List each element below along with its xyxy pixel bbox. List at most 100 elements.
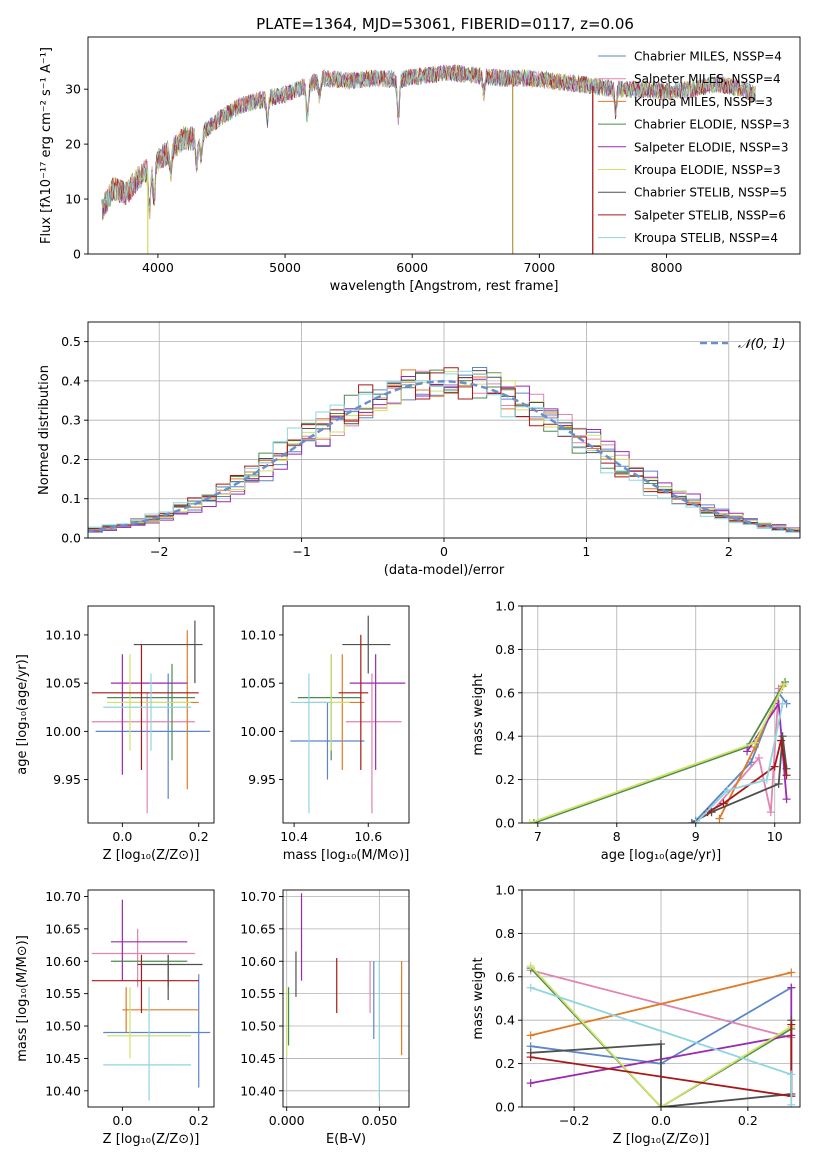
y-axis-label: mass weight bbox=[471, 957, 486, 1039]
spectrum-line bbox=[101, 64, 756, 216]
y-tick-label: 9.95 bbox=[248, 772, 276, 787]
y-tick-label: 0 bbox=[73, 247, 81, 262]
axes-frame bbox=[87, 36, 801, 255]
y-tick-label: 10.00 bbox=[45, 724, 81, 739]
x-axis-label: Z [log₁₀(Z/Z⊙)] bbox=[103, 1132, 200, 1147]
legend-label: Chabrier STELIB, NSSP=5 bbox=[634, 186, 787, 200]
y-tick-label: 0.8 bbox=[495, 642, 515, 657]
legend-label: Salpeter ELODIE, NSSP=3 bbox=[634, 140, 789, 154]
axes-frame bbox=[87, 889, 215, 1108]
y-tick-label: 10.40 bbox=[240, 1083, 276, 1098]
y-tick-label: 0.6 bbox=[495, 969, 515, 984]
x-tick-label: 10.6 bbox=[354, 829, 382, 844]
x-axis-label: Z [log₁₀(Z/Z⊙)] bbox=[103, 848, 200, 863]
panel-massweight-vs-Z: −0.2 0.0 0.2 0.0 0.2 0.4 0.6 0.8 1.0 Z [log₁₀(Z/Z… bbox=[471, 883, 801, 1147]
y-tick-label: 0.0 bbox=[61, 531, 81, 546]
y-tick-label: 10.50 bbox=[45, 1019, 81, 1034]
x-tick-label: 9 bbox=[692, 829, 700, 844]
legend-label: Kroupa STELIB, NSSP=4 bbox=[634, 231, 778, 245]
x-tick-label: 0.0 bbox=[651, 1113, 671, 1128]
legend-label: Salpeter MILES, NSSP=4 bbox=[634, 72, 781, 86]
x-tick-label: −0.2 bbox=[559, 1113, 589, 1128]
x-tick-label: 0 bbox=[440, 544, 448, 559]
y-tick-label: 0.2 bbox=[495, 772, 515, 787]
y-tick-label: 10.00 bbox=[240, 724, 276, 739]
spectrum-line bbox=[101, 64, 756, 221]
x-axis-label: age [log₁₀(age/yr)] bbox=[601, 848, 722, 863]
y-tick-label: 10.70 bbox=[45, 889, 81, 904]
y-tick-label: 0.5 bbox=[61, 334, 81, 349]
y-tick-label: 20 bbox=[65, 137, 81, 152]
panel-mass-vs-ebv: 0.000 0.050 10.40 10.45 10.50 10.55 10.60 10.65… bbox=[240, 889, 410, 1147]
legend-label: 𝒩(0, 1) bbox=[738, 337, 785, 352]
plot-area bbox=[525, 677, 791, 823]
axes-frame bbox=[521, 605, 801, 824]
x-tick-label: 0.2 bbox=[189, 1113, 209, 1128]
y-tick-label: 10.60 bbox=[240, 954, 276, 969]
y-tick-label: 10.45 bbox=[45, 1051, 81, 1066]
y-tick-label: 10.50 bbox=[240, 1019, 276, 1034]
x-axis-label: (data-model)/error bbox=[384, 563, 505, 578]
x-tick-label: 0.2 bbox=[738, 1113, 758, 1128]
y-tick-label: 10.55 bbox=[240, 986, 276, 1001]
panel-massweight-vs-age: 7 8 9 10 0.0 0.2 0.4 0.6 0.8 1.0 age [log₁₀(age/yr… bbox=[471, 599, 801, 863]
legend-label: Kroupa ELODIE, NSSP=3 bbox=[634, 163, 781, 177]
weight-line bbox=[530, 967, 792, 1107]
plot-area bbox=[91, 620, 211, 814]
y-tick-label: 0.1 bbox=[61, 491, 81, 506]
panel-age-vs-Z: 0.0 0.2 9.95 10.00 10.05 10.10 Z [log₁₀(Z/Z⊙)]… bbox=[15, 605, 215, 863]
axes-frame bbox=[282, 605, 410, 824]
y-tick-label: 9.95 bbox=[53, 772, 81, 787]
panel-spectrum: 4000 5000 6000 7000 8000 0 10 20 30 wavelength [A… bbox=[39, 36, 801, 294]
normal-curve bbox=[88, 380, 800, 533]
y-tick-label: 0.2 bbox=[495, 1056, 515, 1071]
legend-label: Kroupa MILES, NSSP=3 bbox=[634, 95, 773, 109]
y-tick-label: 10.05 bbox=[240, 676, 276, 691]
x-tick-label: 5000 bbox=[269, 260, 301, 275]
plot-area bbox=[526, 961, 796, 1107]
panel-mass-vs-Z: 0.0 0.2 10.40 10.45 10.50 10.55 10.60 10.65 10.7… bbox=[15, 889, 215, 1147]
y-tick-label: 10.40 bbox=[45, 1083, 81, 1098]
x-axis-label: mass [log₁₀(M/M⊙)] bbox=[283, 848, 410, 863]
y-tick-label: 0.0 bbox=[495, 816, 515, 831]
axes-frame bbox=[282, 889, 410, 1108]
plot-area bbox=[88, 366, 800, 534]
x-tick-label: 1 bbox=[582, 544, 590, 559]
y-tick-label: 10.65 bbox=[240, 921, 276, 936]
plot-area bbox=[286, 893, 403, 1101]
x-tick-label: −2 bbox=[150, 544, 168, 559]
y-tick-label: 10.65 bbox=[45, 921, 81, 936]
x-tick-label: −1 bbox=[292, 544, 310, 559]
x-tick-label: 10.4 bbox=[280, 829, 308, 844]
y-tick-label: 0.4 bbox=[495, 1013, 515, 1028]
x-tick-label: 6000 bbox=[396, 260, 428, 275]
weight-line bbox=[695, 703, 784, 823]
y-tick-label: 10.55 bbox=[45, 986, 81, 1001]
legend-label: Salpeter STELIB, NSSP=6 bbox=[634, 208, 786, 222]
y-tick-label: 10.60 bbox=[45, 954, 81, 969]
x-tick-label: 4000 bbox=[142, 260, 174, 275]
y-tick-label: 10.10 bbox=[45, 627, 81, 642]
weight-line bbox=[530, 965, 792, 1107]
figure-title: PLATE=1364, MJD=53061, FIBERID=0117, z=0… bbox=[256, 15, 634, 33]
y-tick-label: 1.0 bbox=[495, 883, 515, 898]
legend-label: Chabrier MILES, NSSP=4 bbox=[634, 50, 782, 64]
axes-frame bbox=[87, 605, 215, 824]
y-tick-label: 0.3 bbox=[61, 413, 81, 428]
y-tick-label: 10.05 bbox=[45, 676, 81, 691]
y-tick-label: 10.10 bbox=[240, 627, 276, 642]
plot-area bbox=[290, 615, 406, 814]
x-tick-label: 0.2 bbox=[189, 829, 209, 844]
x-axis-label: E(B-V) bbox=[326, 1132, 366, 1147]
y-tick-label: 0.6 bbox=[495, 685, 515, 700]
panel-age-vs-mass: 10.4 10.6 9.95 10.00 10.05 10.10 mass [log₁₀(M… bbox=[240, 605, 410, 863]
plot-area bbox=[91, 899, 211, 1101]
y-tick-label: 30 bbox=[65, 82, 81, 97]
y-axis-label: mass [log₁₀(M/M⊙)] bbox=[15, 935, 30, 1062]
y-axis-label: Normed distribution bbox=[37, 365, 52, 495]
x-tick-label: 10 bbox=[767, 829, 783, 844]
y-axis-label: age [log₁₀(age/yr)] bbox=[15, 654, 30, 775]
y-tick-label: 0.0 bbox=[495, 1100, 515, 1115]
